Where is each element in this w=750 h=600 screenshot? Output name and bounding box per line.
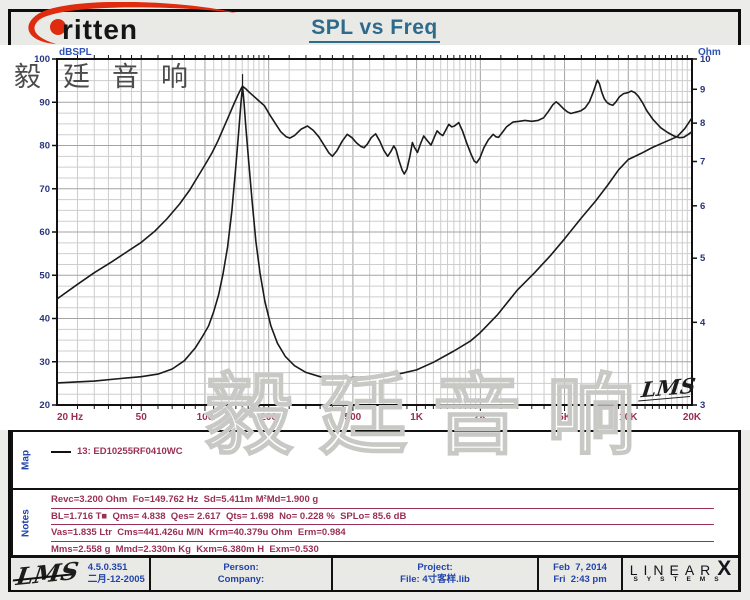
svg-text:500: 500 — [345, 412, 362, 423]
notes-section: Notes Revc=3.200 Ohm Fo=149.762 Hz Sd=5.… — [11, 488, 738, 558]
window-frame: SPL vs Freq 20 30 40 50 60 70 80 90 100 10 9 8 7 6 5 4 3… — [0, 9, 750, 592]
legend-entry: 13: ED10255RF0410WC — [51, 446, 183, 457]
linearx-logo: LINEAR X SYSTEMS — [623, 558, 738, 590]
notes-line-2: BL=1.716 T■ Qms= 4.838 Qes= 2.617 Qts= 1… — [51, 509, 714, 525]
linearx-systems-word: SYSTEMS — [633, 575, 728, 583]
svg-text:30: 30 — [39, 357, 50, 368]
footer-datetime-cell: Feb 7, 2014 Fri 2:43 pm — [539, 558, 623, 590]
version-number: 4.5.0.351 — [87, 562, 128, 573]
svg-text:100: 100 — [34, 54, 50, 65]
svg-text:6: 6 — [700, 201, 705, 212]
svg-text:20 Hz: 20 Hz — [57, 412, 83, 423]
svg-text:200: 200 — [260, 412, 277, 423]
footer-person-cell: Person: Company: — [151, 558, 333, 590]
map-section-label: Map — [11, 432, 39, 488]
svg-text:5: 5 — [700, 253, 706, 264]
footer-time: Fri 2:43 pm — [553, 574, 607, 585]
person-label: Person: — [223, 562, 259, 573]
footer-version-cell: LMS 4.5.0.351 二月-12-2005 — [11, 556, 151, 591]
svg-text:Ohm: Ohm — [698, 47, 721, 58]
eritten-logo: ritten — [12, 1, 252, 50]
svg-text:1K: 1K — [410, 412, 424, 423]
svg-text:100: 100 — [197, 412, 214, 423]
svg-text:20K: 20K — [683, 412, 702, 423]
notes-line-1: Revc=3.200 Ohm Fo=149.762 Hz Sd=5.411m M… — [51, 492, 714, 509]
chart-region: 20 30 40 50 60 70 80 90 100 10 9 8 7 6 5 4 3 dBSPL Ohm 20 H… — [0, 45, 750, 466]
svg-text:4: 4 — [700, 317, 706, 328]
map-section: Map 13: ED10255RF0410WC — [11, 430, 738, 488]
svg-text:10K: 10K — [619, 412, 638, 423]
lms-footer-logo: LMS — [12, 556, 81, 591]
svg-text:7: 7 — [700, 157, 705, 168]
notes-content: Revc=3.200 Ohm Fo=149.762 Hz Sd=5.411m M… — [51, 492, 714, 558]
version-date: 二月-12-2005 — [87, 574, 145, 585]
svg-text:70: 70 — [39, 184, 50, 195]
svg-text:10: 10 — [700, 54, 711, 65]
svg-text:dBSPL: dBSPL — [59, 47, 92, 58]
svg-text:50: 50 — [136, 412, 148, 423]
notes-line-3: Vas=1.835 Ltr Cms=441.426u M/N Krm=40.37… — [51, 525, 714, 542]
notes-section-label: Notes — [11, 490, 39, 557]
linearx-x: X — [717, 556, 732, 580]
svg-text:90: 90 — [39, 97, 50, 108]
lms-chart-logo: LMS — [638, 373, 697, 402]
svg-text:80: 80 — [39, 141, 50, 152]
legend-line-swatch — [51, 450, 71, 453]
svg-text:2K: 2K — [474, 412, 488, 423]
svg-text:40: 40 — [39, 314, 50, 325]
page-title: SPL vs Freq — [309, 16, 440, 43]
legend-entry-text: 13: ED10255RF0410WC — [77, 446, 183, 457]
brand-name-text: ritten — [62, 14, 138, 45]
footer-project-cell: Project: File: 4寸客样.lib — [333, 558, 539, 590]
svg-text:3: 3 — [700, 400, 705, 411]
company-label: Company: — [217, 574, 265, 585]
svg-text:60: 60 — [39, 227, 50, 238]
eritten-logo-swoosh-icon — [28, 1, 237, 44]
footer-bar: LMS 4.5.0.351 二月-12-2005 Person: Company… — [11, 555, 738, 591]
svg-text:8: 8 — [700, 118, 705, 129]
svg-text:5K: 5K — [558, 412, 572, 423]
footer-date: Feb 7, 2014 — [553, 562, 607, 573]
svg-text:50: 50 — [39, 270, 50, 281]
project-label: Project: — [417, 562, 453, 573]
brand-cjk-text: 毅廷音响 — [14, 62, 210, 92]
svg-text:20: 20 — [39, 400, 50, 411]
svg-text:9: 9 — [700, 84, 705, 95]
file-label: File: 4寸客样.lib — [400, 574, 470, 585]
spl-vs-freq-chart: 20 30 40 50 60 70 80 90 100 10 9 8 7 6 5 4 3 dBSPL Ohm 20 H… — [34, 47, 721, 423]
linearx-word: LINEAR — [629, 561, 717, 578]
